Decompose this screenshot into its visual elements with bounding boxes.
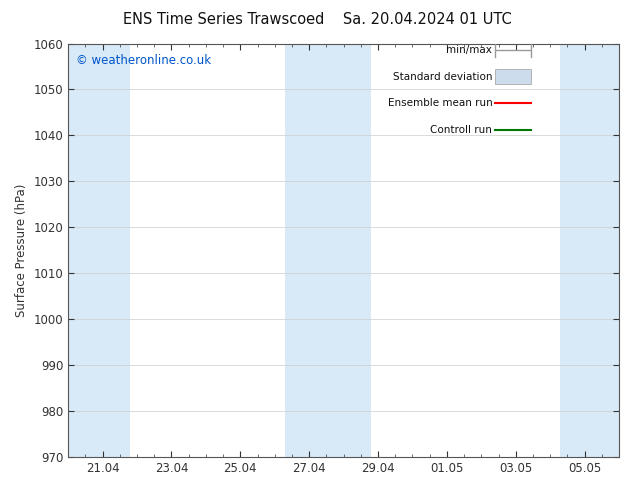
Bar: [68, 44, 86, 457]
Text: ENS Time Series Trawscoed    Sa. 20.04.2024 01 UTC: ENS Time Series Trawscoed Sa. 20.04.2024…: [122, 12, 512, 27]
Text: Standard deviation: Standard deviation: [393, 72, 493, 82]
Y-axis label: Surface Pressure (hPa): Surface Pressure (hPa): [15, 184, 28, 317]
Text: min/max: min/max: [446, 45, 493, 55]
Text: Ensemble mean run: Ensemble mean run: [387, 98, 493, 108]
Bar: [560, 44, 619, 457]
Bar: [86, 44, 130, 457]
Text: Controll run: Controll run: [430, 125, 493, 135]
Bar: [495, 69, 531, 84]
Bar: [285, 44, 320, 457]
Text: © weatheronline.co.uk: © weatheronline.co.uk: [77, 54, 212, 67]
Bar: [320, 44, 371, 457]
